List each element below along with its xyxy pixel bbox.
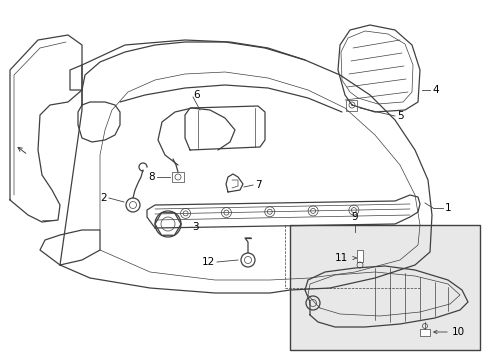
Text: 4: 4: [431, 85, 438, 95]
Text: 2: 2: [100, 193, 107, 203]
Text: 3: 3: [192, 222, 198, 232]
Text: 6: 6: [193, 90, 199, 100]
Text: 5: 5: [396, 111, 403, 121]
Text: 12: 12: [202, 257, 215, 267]
Text: 10: 10: [451, 327, 464, 337]
Text: 8: 8: [148, 172, 155, 182]
Text: 11: 11: [334, 253, 347, 263]
Text: 7: 7: [254, 180, 261, 190]
Bar: [356, 250, 362, 262]
Text: 9: 9: [351, 212, 358, 222]
Text: 1: 1: [444, 203, 451, 213]
Bar: [172, 172, 183, 182]
Bar: [289, 225, 479, 350]
Bar: [346, 100, 356, 111]
Bar: [419, 329, 429, 336]
